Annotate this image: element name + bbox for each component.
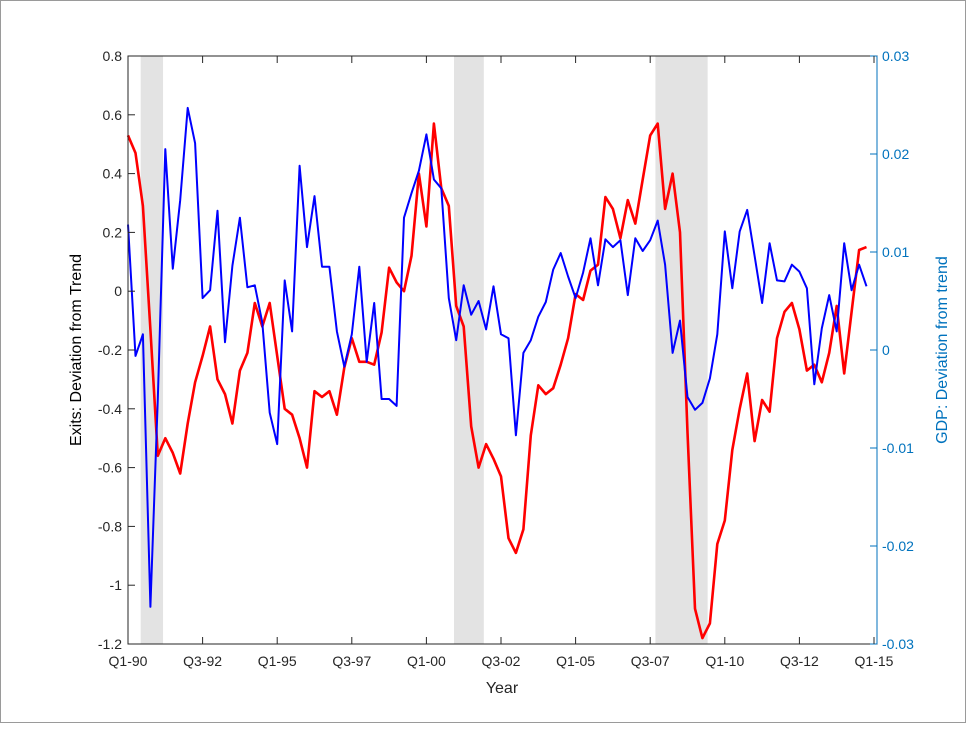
left-tick-label: -0.6 — [98, 460, 122, 476]
series-lines — [128, 108, 867, 638]
right-tick-label: 0.01 — [882, 244, 909, 260]
right-tick-label: -0.03 — [882, 636, 914, 652]
x-tick-label: Q1-00 — [407, 653, 446, 669]
exits-series-line — [128, 124, 867, 639]
gdp-points — [128, 108, 867, 607]
right-axis-label: GDP: Deviation from trend — [934, 256, 951, 444]
left-tick-label: -0.8 — [98, 518, 122, 534]
right-tick-label: -0.01 — [882, 440, 914, 456]
left-tick-label: -1.2 — [98, 636, 122, 652]
x-tick-label: Q1-10 — [705, 653, 744, 669]
x-tick-label: Q3-12 — [780, 653, 819, 669]
right-tick-label: -0.02 — [882, 538, 914, 554]
left-tick-label: 0.4 — [103, 166, 123, 182]
left-tick-label: -0.2 — [98, 342, 122, 358]
left-tick-label: 0.2 — [103, 224, 123, 240]
x-tick-label: Q3-97 — [332, 653, 371, 669]
left-axis-label: Exits: Deviation from Trend — [68, 254, 85, 446]
x-tick-label: Q1-90 — [109, 653, 148, 669]
right-tick-label: 0.03 — [882, 48, 909, 64]
recession-band — [655, 56, 707, 644]
x-tick-label: Q3-07 — [631, 653, 670, 669]
x-tick-label: Q3-92 — [183, 653, 222, 669]
left-tick-label: 0 — [114, 283, 122, 299]
left-tick-label: 0.6 — [103, 107, 123, 123]
plot-frame — [128, 56, 877, 644]
left-tick-label: -0.4 — [98, 401, 122, 417]
right-tick-label: 0 — [882, 342, 890, 358]
x-tick-label: Q1-05 — [556, 653, 595, 669]
x-axis-label: Year — [486, 680, 519, 697]
x-tick-label: Q1-95 — [258, 653, 297, 669]
recession-band — [454, 56, 484, 644]
x-tick-label: Q3-02 — [482, 653, 521, 669]
left-tick-label: -1 — [110, 577, 123, 593]
right-tick-label: 0.02 — [882, 146, 909, 162]
x-axis-ticks: Q1-90 Q3-92 Q1-95 Q3-97 Q1-00 Q3-02 Q1-05 Q3-07… — [109, 56, 894, 669]
x-tick-label: Q1-15 — [855, 653, 894, 669]
gdp-series-line — [128, 108, 867, 607]
left-tick-label: 0.8 — [103, 48, 123, 64]
